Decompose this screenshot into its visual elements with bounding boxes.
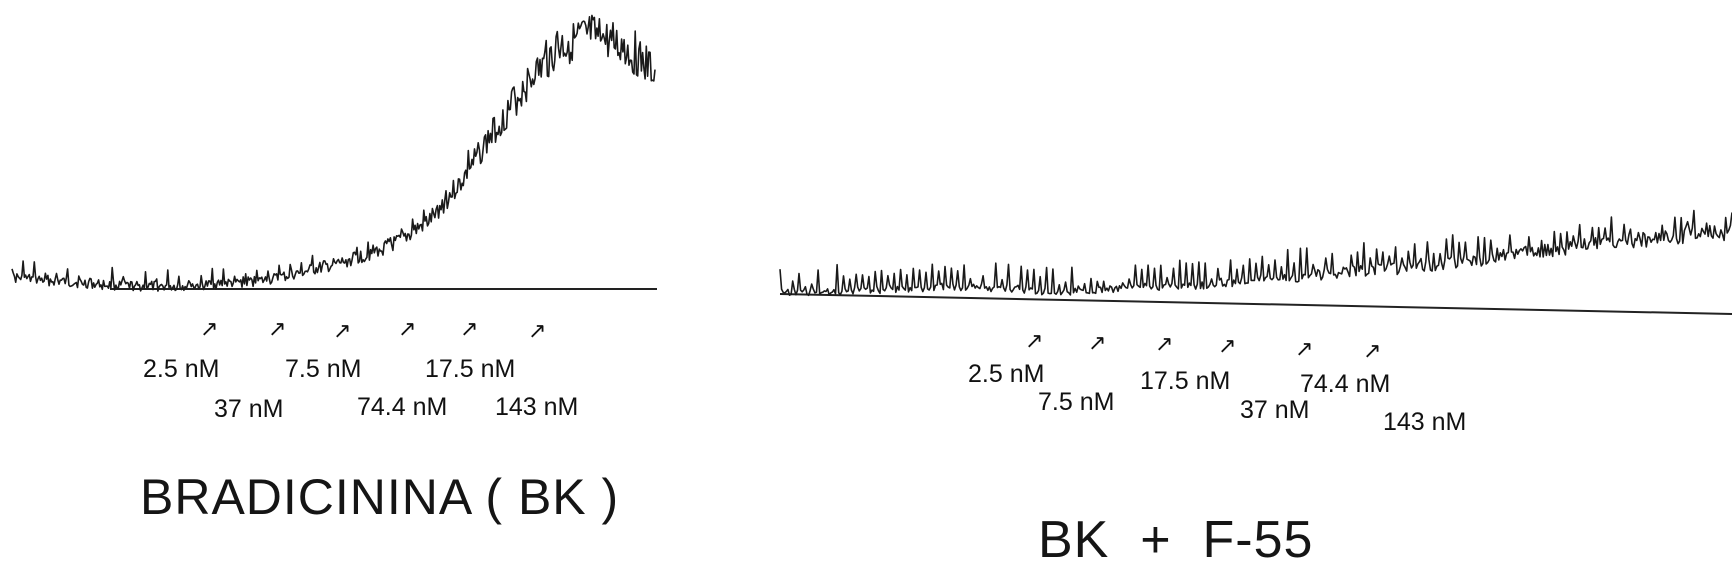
dose-arrow-icon: ↗ xyxy=(1295,336,1314,361)
response-trace xyxy=(779,209,1732,297)
dose-arrow-icon: ↗ xyxy=(460,316,479,341)
dose-label: 17.5 nM xyxy=(1140,367,1231,395)
trace-plot-bk-f55 xyxy=(779,209,1732,315)
dose-label: 7.5 nM xyxy=(1038,388,1115,416)
dose-label: 74.4 nM xyxy=(357,393,448,421)
dose-arrow-icon: ↗ xyxy=(1088,330,1107,355)
dose-arrow-icon: ↗ xyxy=(1025,328,1044,353)
dose-arrow-icon: ↗ xyxy=(1218,333,1237,358)
dose-label: 37 nM xyxy=(1240,396,1310,424)
dose-label: 143 nM xyxy=(495,393,579,421)
chart-title-bk: BRADICININA ( BK ) xyxy=(140,469,620,525)
dose-label: 2.5 nM xyxy=(968,360,1045,388)
dose-label: 74.4 nM xyxy=(1300,370,1391,398)
dose-arrow-icon: ↗ xyxy=(333,318,352,343)
chart-title-bk-f55: BK + F-55 xyxy=(1038,511,1314,569)
dose-arrow-icon: ↗ xyxy=(268,316,287,341)
dose-label: 143 nM xyxy=(1383,408,1467,436)
dose-arrow-icon: ↗ xyxy=(1363,338,1382,363)
trace-plot-bk xyxy=(11,14,657,292)
dose-arrow-icon: ↗ xyxy=(398,316,417,341)
chart-panel-bk: 2.5 nM ↗ 7.5 nM ↗ 17.5 nM ↗ 37 nM ↗ 74.4 nM ↗ 143 … xyxy=(0,0,740,585)
dose-label: 2.5 nM xyxy=(143,355,220,383)
baseline xyxy=(779,293,1732,315)
chart-panel-bk-f55: 2.5 nM ↗ 7.5 nM ↗ 17.5 nM ↗ 37 nM ↗ 74.4 nM ↗ 143 … xyxy=(779,0,1732,585)
dose-label: 17.5 nM xyxy=(425,355,516,383)
response-trace xyxy=(11,14,656,292)
dose-label: 37 nM xyxy=(214,395,284,423)
dose-arrow-icon: ↗ xyxy=(200,316,219,341)
dose-arrow-icon: ↗ xyxy=(528,318,547,343)
dose-arrow-icon: ↗ xyxy=(1155,331,1174,356)
dose-label: 7.5 nM xyxy=(285,355,362,383)
